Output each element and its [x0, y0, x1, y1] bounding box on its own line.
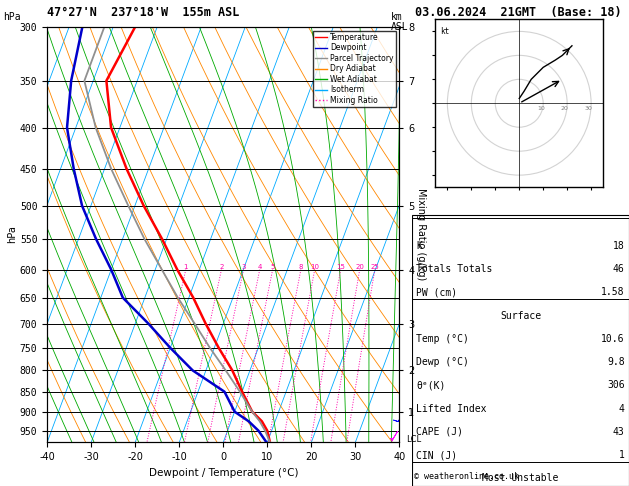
Text: 4: 4	[257, 263, 262, 270]
Text: 1: 1	[619, 450, 625, 460]
Text: Temp (°C): Temp (°C)	[416, 334, 469, 344]
Text: Surface: Surface	[500, 311, 541, 321]
Text: 03.06.2024  21GMT  (Base: 18): 03.06.2024 21GMT (Base: 18)	[415, 6, 621, 18]
Text: K: K	[416, 241, 422, 251]
Text: PW (cm): PW (cm)	[416, 288, 457, 297]
Text: 2: 2	[220, 263, 224, 270]
Text: 10.6: 10.6	[601, 334, 625, 344]
Text: kt: kt	[440, 27, 450, 35]
X-axis label: Dewpoint / Temperature (°C): Dewpoint / Temperature (°C)	[148, 468, 298, 478]
Text: 10: 10	[537, 106, 545, 111]
Text: 306: 306	[607, 381, 625, 390]
Text: 18: 18	[613, 241, 625, 251]
Text: Totals Totals: Totals Totals	[416, 264, 493, 274]
Text: Lifted Index: Lifted Index	[416, 404, 487, 414]
Text: hPa: hPa	[3, 12, 21, 22]
Text: km: km	[391, 12, 403, 22]
Text: Most Unstable: Most Unstable	[482, 473, 559, 484]
Text: 1.58: 1.58	[601, 288, 625, 297]
Text: 43: 43	[613, 427, 625, 437]
Text: θᵉ(K): θᵉ(K)	[416, 381, 446, 390]
Text: 15: 15	[337, 263, 345, 270]
Text: 25: 25	[370, 263, 379, 270]
Text: Dewp (°C): Dewp (°C)	[416, 357, 469, 367]
Y-axis label: hPa: hPa	[7, 226, 17, 243]
Text: 5: 5	[270, 263, 275, 270]
Text: ASL: ASL	[391, 22, 409, 32]
Text: 47°27'N  237°18'W  155m ASL: 47°27'N 237°18'W 155m ASL	[47, 6, 240, 18]
Text: LCL: LCL	[406, 435, 421, 444]
Text: 4: 4	[619, 404, 625, 414]
Text: 8: 8	[299, 263, 303, 270]
FancyBboxPatch shape	[412, 215, 629, 486]
Text: 20: 20	[355, 263, 364, 270]
Text: 46: 46	[613, 264, 625, 274]
Y-axis label: Mixing Ratio (g/kg): Mixing Ratio (g/kg)	[416, 189, 426, 280]
Legend: Temperature, Dewpoint, Parcel Trajectory, Dry Adiabat, Wet Adiabat, Isotherm, Mi: Temperature, Dewpoint, Parcel Trajectory…	[313, 31, 396, 107]
Text: CAPE (J): CAPE (J)	[416, 427, 464, 437]
Text: 20: 20	[561, 106, 569, 111]
Text: 30: 30	[585, 106, 593, 111]
Text: 1: 1	[184, 263, 188, 270]
Text: 3: 3	[242, 263, 246, 270]
Text: CIN (J): CIN (J)	[416, 450, 457, 460]
Text: © weatheronline.co.uk: © weatheronline.co.uk	[414, 472, 519, 481]
Text: 9.8: 9.8	[607, 357, 625, 367]
Text: 10: 10	[310, 263, 320, 270]
